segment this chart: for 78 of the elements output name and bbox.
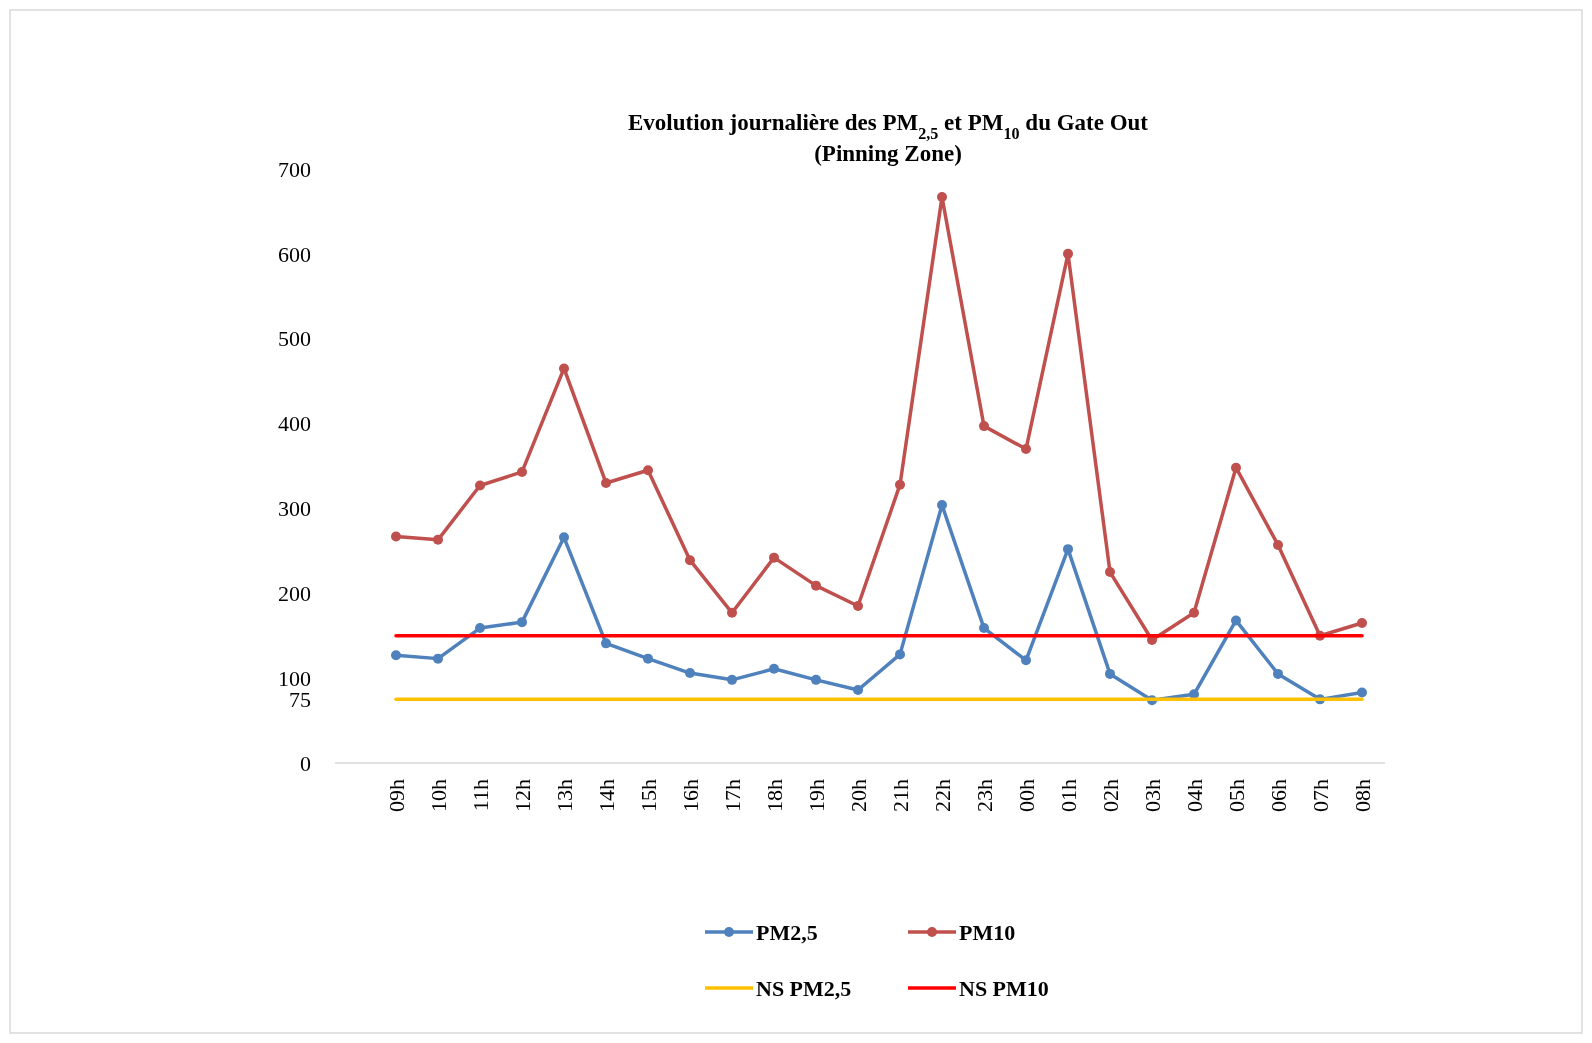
point (517, 617, 527, 628)
y-tick-label: 400 (278, 411, 311, 437)
y-tick-label: 200 (278, 580, 311, 606)
point (727, 607, 737, 618)
point (685, 555, 695, 566)
point (433, 653, 443, 664)
y-tick-label: 600 (278, 241, 311, 267)
point (1273, 539, 1283, 550)
point (1105, 668, 1115, 679)
point (1273, 668, 1283, 679)
x-tick-label: 17h (720, 779, 745, 812)
point (937, 192, 947, 202)
x-tick-label: 03h (1140, 779, 1165, 812)
x-tick-label: 13h (552, 779, 577, 812)
x-tick-label: 06h (1266, 779, 1291, 812)
point (601, 638, 611, 649)
x-tick-label: 22h (930, 779, 955, 812)
x-tick-label: 18h (762, 779, 787, 812)
x-tick-label: 08h (1350, 779, 1375, 812)
point (895, 479, 905, 490)
point (559, 363, 569, 374)
x-tick-label: 15h (636, 779, 661, 812)
x-tick-label: 10h (426, 779, 451, 812)
point (643, 653, 653, 664)
x-tick-label: 09h (384, 779, 409, 812)
x-tick-label: 16h (678, 779, 703, 812)
y-tick-label: 0 (300, 750, 311, 776)
point (391, 531, 401, 542)
point (517, 466, 527, 477)
x-tick-label: 21h (888, 779, 913, 812)
x-tick-label: 04h (1182, 779, 1207, 812)
x-tick-label: 00h (1014, 779, 1039, 812)
legend-label: NS PM10 (959, 975, 1049, 1001)
x-tick-label: 07h (1308, 779, 1333, 812)
x-tick-label: 19h (804, 779, 829, 812)
legend-label: PM10 (959, 919, 1016, 945)
point (1189, 607, 1199, 618)
point (1357, 687, 1367, 698)
point (685, 668, 695, 679)
point (811, 674, 821, 685)
x-tick-label: 12h (510, 779, 535, 812)
point (1105, 567, 1115, 578)
chart-title: Evolution journalière des PM$_{2,5}$ et PM$_{10}$ du Gate Out (627, 110, 1149, 142)
point (433, 534, 443, 545)
x-tick-label: 02h (1098, 779, 1123, 812)
x-tick-label: 11h (468, 779, 493, 812)
legend-label: PM2,5 (756, 919, 818, 945)
point (643, 465, 653, 476)
chart-subtitle: (Pinning Zone) (814, 141, 962, 166)
point (559, 532, 569, 543)
y-tick-label: 300 (278, 496, 311, 522)
x-tick-label: 14h (594, 779, 619, 812)
point (769, 663, 779, 674)
point (1063, 248, 1073, 259)
y-tick-label: 500 (278, 326, 311, 352)
point (391, 650, 401, 661)
point (769, 552, 779, 563)
point (1231, 462, 1241, 473)
point (475, 480, 485, 491)
x-tick-label: 20h (846, 779, 871, 812)
point (895, 649, 905, 660)
point (853, 685, 863, 696)
legend-label: NS PM2,5 (756, 975, 852, 1001)
point (853, 601, 863, 612)
x-tick-label: 01h (1056, 779, 1081, 812)
point (601, 477, 611, 488)
point (979, 421, 989, 432)
point (1357, 617, 1367, 628)
point (1231, 615, 1241, 626)
point (1021, 444, 1031, 455)
x-tick-label: 05h (1224, 779, 1249, 812)
point (811, 580, 821, 591)
point (1021, 655, 1031, 666)
x-tick-label: 23h (972, 779, 997, 812)
point (979, 623, 989, 634)
point (475, 623, 485, 634)
y-tick-label: 700 (278, 156, 311, 182)
point (727, 674, 737, 685)
